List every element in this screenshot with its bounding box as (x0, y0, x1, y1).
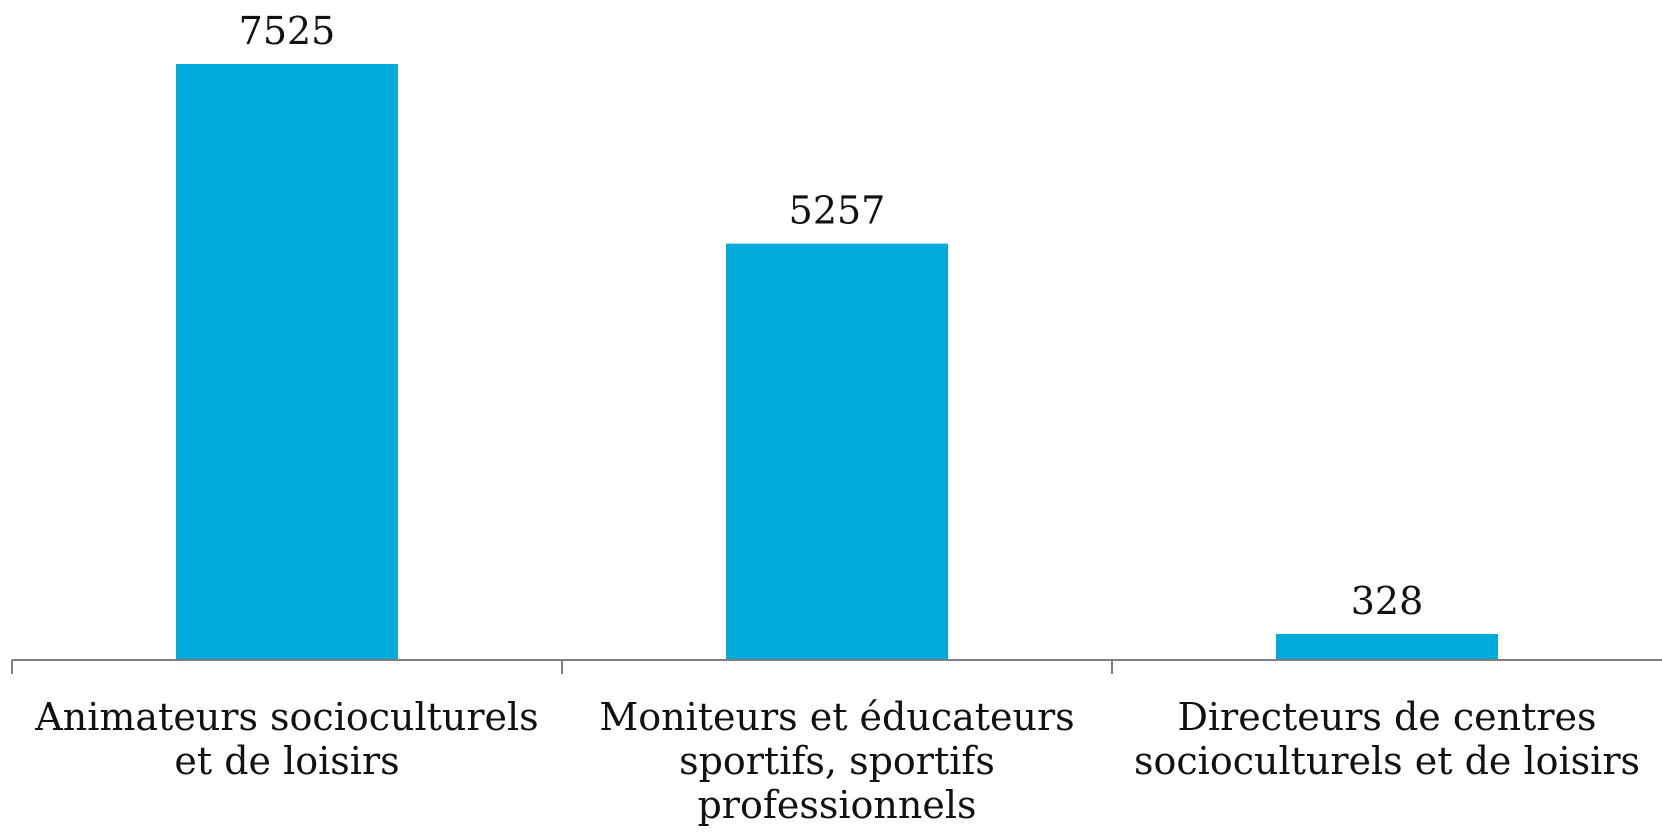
x-tick-label-line: Moniteurs et éducateurs (599, 695, 1074, 739)
data-label-2: 5257 (789, 189, 886, 233)
x-tick-label-line: Animateurs socioculturels (34, 695, 538, 739)
value-labels-group: 7525 5257 328 (239, 9, 1424, 623)
x-axis (11, 659, 1662, 674)
x-tick-labels-group: Animateurs socioculturels et de loisirs Mo… (34, 695, 1640, 827)
x-tick-label-line: socioculturels et de loisirs (1134, 739, 1640, 783)
x-tick-label-2: Moniteurs et éducateurs sportifs, sportif… (599, 695, 1074, 827)
x-tick-label-line: sportifs, sportifs (679, 739, 995, 783)
data-label-1: 7525 (239, 9, 336, 53)
bars-group (176, 64, 1498, 660)
x-tick-label-3: Directeurs de centres socioculturels et d… (1134, 695, 1640, 783)
data-label-3: 328 (1351, 579, 1424, 623)
x-tick-label-line: et de loisirs (174, 739, 399, 783)
x-tick-label-line: Directeurs de centres (1177, 695, 1596, 739)
bar-3 (1276, 634, 1498, 660)
x-tick-label-line: professionnels (697, 783, 976, 827)
bar-1 (176, 64, 398, 660)
bar-2 (726, 243, 948, 660)
x-tick-label-1: Animateurs socioculturels et de loisirs (34, 695, 538, 783)
